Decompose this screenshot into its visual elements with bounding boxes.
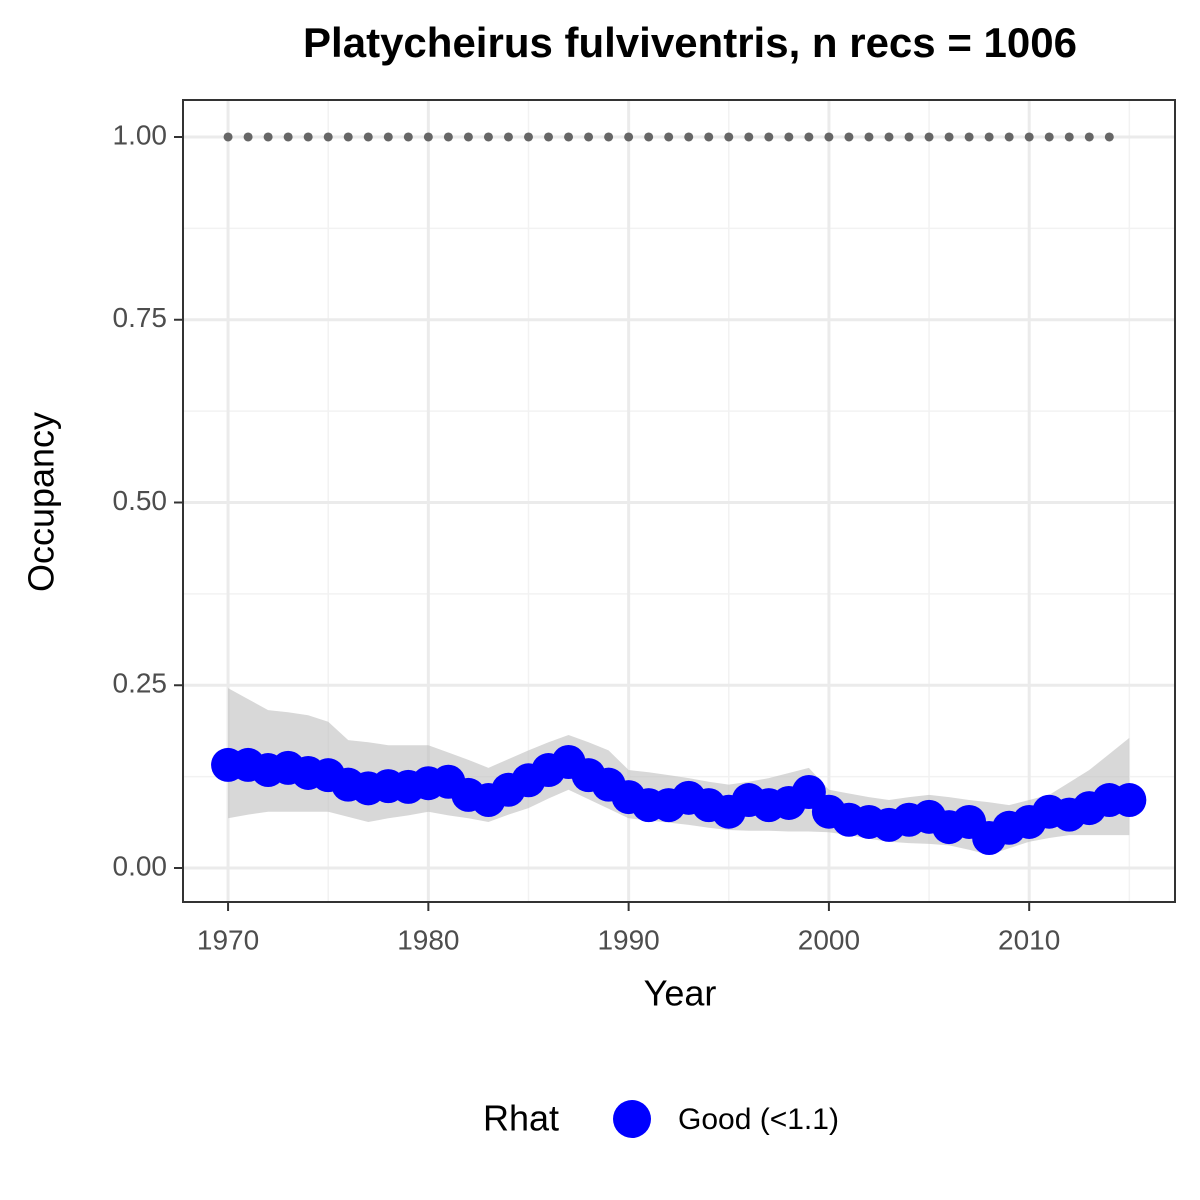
reference-point: [1044, 132, 1054, 142]
reference-point: [544, 132, 554, 142]
reference-point: [924, 132, 934, 142]
reference-point: [944, 132, 954, 142]
reference-point: [483, 132, 493, 142]
reference-point: [864, 132, 874, 142]
y-tick-label: 0.50: [113, 485, 168, 516]
reference-point: [1024, 132, 1034, 142]
reference-point: [964, 132, 974, 142]
reference-point: [283, 132, 293, 142]
reference-point: [664, 132, 674, 142]
panel-border: [182, 99, 1176, 903]
x-tick-label: 1970: [197, 924, 259, 955]
reference-point: [744, 132, 754, 142]
reference-point: [343, 132, 353, 142]
reference-point: [984, 132, 994, 142]
reference-point: [884, 132, 894, 142]
x-tick-label: 1980: [397, 924, 459, 955]
reference-point: [604, 132, 614, 142]
reference-point: [824, 132, 834, 142]
reference-point: [503, 132, 513, 142]
y-tick-label: 1.00: [113, 119, 168, 150]
chart-title: Platycheirus fulviventris, n recs = 1006: [303, 19, 1077, 66]
reference-point: [383, 132, 393, 142]
reference-point: [704, 132, 714, 142]
reference-point: [263, 132, 273, 142]
reference-point: [784, 132, 794, 142]
reference-point: [243, 132, 253, 142]
legend-label: Good (<1.1): [678, 1103, 839, 1136]
reference-point: [363, 132, 373, 142]
reference-point: [804, 132, 814, 142]
reference-point: [584, 132, 594, 142]
x-axis-label: Year: [644, 973, 717, 1014]
reference-point: [1084, 132, 1094, 142]
reference-point: [1004, 132, 1014, 142]
reference-point: [624, 132, 634, 142]
reference-point: [223, 132, 233, 142]
legend-key: [613, 1100, 651, 1138]
reference-point: [443, 132, 453, 142]
reference-point: [844, 132, 854, 142]
reference-point: [463, 132, 473, 142]
reference-point: [523, 132, 533, 142]
y-axis-label: Occupancy: [21, 412, 62, 592]
reference-point: [423, 132, 433, 142]
reference-point: [764, 132, 774, 142]
legend-title: Rhat: [483, 1098, 559, 1139]
y-tick-label: 0.00: [113, 850, 168, 881]
x-tick-label: 2000: [798, 924, 860, 955]
y-tick-label: 0.75: [113, 302, 168, 333]
reference-point: [1064, 132, 1074, 142]
x-tick-label: 1990: [597, 924, 659, 955]
y-tick-label: 0.25: [113, 668, 168, 699]
reference-point: [303, 132, 313, 142]
reference-point: [323, 132, 333, 142]
reference-point: [1104, 132, 1114, 142]
point: [1112, 783, 1147, 818]
reference-point: [904, 132, 914, 142]
reference-point: [403, 132, 413, 142]
reference-point: [564, 132, 574, 142]
reference-point: [644, 132, 654, 142]
reference-point: [724, 132, 734, 142]
x-tick-label: 2010: [998, 924, 1060, 955]
reference-point: [684, 132, 694, 142]
